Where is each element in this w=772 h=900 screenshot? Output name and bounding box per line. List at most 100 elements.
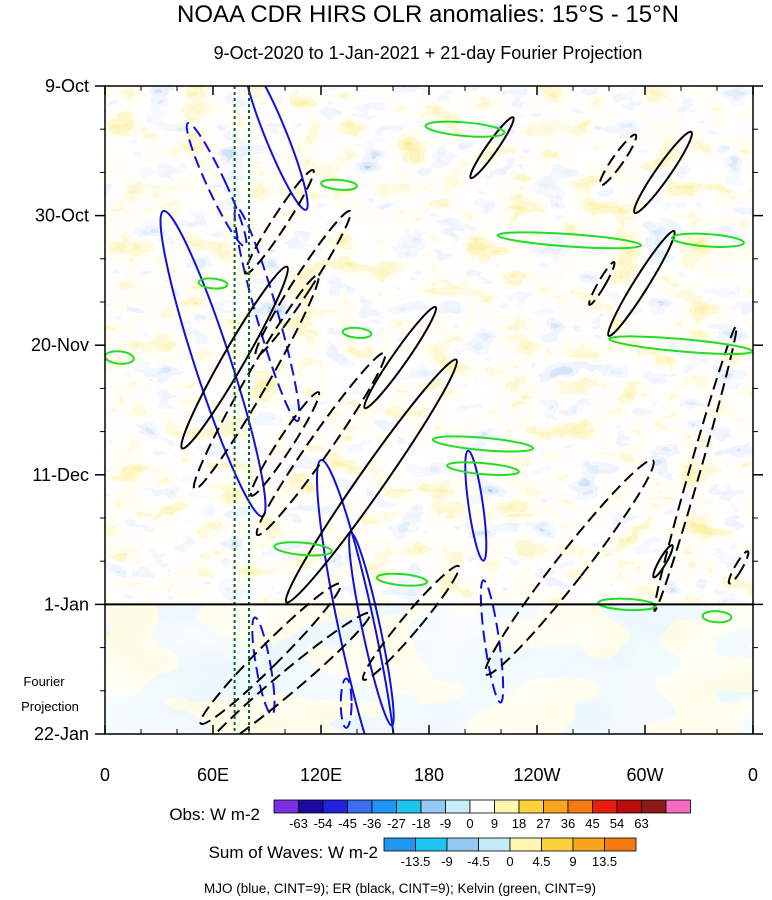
colorbar-box <box>347 799 373 814</box>
colorbar-level-label: 27 <box>536 816 550 831</box>
colorbar-level-label: -9 <box>441 854 453 869</box>
projection-field <box>105 604 753 734</box>
colorbar-level-label: 9 <box>491 816 498 831</box>
colorbar-box <box>604 837 637 852</box>
er-contour <box>652 544 674 579</box>
er-contour <box>633 130 693 215</box>
mjo-contour <box>315 459 399 734</box>
kelvin-contour <box>701 610 733 624</box>
mjo-contour <box>185 122 248 248</box>
colorbar-level-label: -54 <box>314 816 333 831</box>
colorbar-level-label: -45 <box>338 816 357 831</box>
colorbar-level-label: 18 <box>512 816 526 831</box>
y-tick-label: 9-Oct <box>45 76 89 96</box>
colorbar-level-label: -9 <box>440 816 452 831</box>
colorbar-level-label: -18 <box>412 816 431 831</box>
chart-title: NOAA CDR HIRS OLR anomalies: 15°S - 15°N <box>177 1 679 28</box>
colorbar-box <box>592 799 618 814</box>
mjo-contour <box>251 616 276 716</box>
colorbar-level-label: -36 <box>363 816 382 831</box>
kelvin-contour <box>431 435 535 453</box>
er-contour <box>255 351 387 537</box>
colorbar-box <box>518 799 544 814</box>
colorbar-box <box>478 837 511 852</box>
er-contour <box>199 582 342 726</box>
mjo-contour <box>233 206 301 423</box>
er-contour <box>607 230 676 337</box>
kelvin-contour <box>597 597 657 612</box>
colorbar-box <box>543 799 569 814</box>
y-tick-label: 30-Oct <box>35 206 89 226</box>
waves-colorbar-label: Sum of Waves: W m-2 <box>209 843 378 862</box>
projection-label-line2: Projection <box>21 699 79 714</box>
kelvin-contour <box>341 326 373 339</box>
colorbar-level-label: -27 <box>387 816 406 831</box>
colorbar-level-label: 0 <box>466 816 473 831</box>
colorbar-box <box>371 799 397 814</box>
colorbar-level-label: 45 <box>585 816 599 831</box>
colorbar-box <box>641 799 667 814</box>
colorbar-box <box>541 837 574 852</box>
colorbar-level-label: 54 <box>610 816 624 831</box>
colorbar-box <box>445 799 471 814</box>
x-tick-label: 60W <box>626 765 663 785</box>
colorbar-box <box>469 799 495 814</box>
x-tick-label: 120E <box>300 765 342 785</box>
obs-field <box>105 86 753 604</box>
er-contour <box>363 305 438 410</box>
colorbar-box <box>420 799 446 814</box>
colorbar-box <box>415 837 448 852</box>
colorbar-box <box>273 799 299 814</box>
series-mjo <box>159 86 505 734</box>
colorbar-level-label: -4.5 <box>467 854 489 869</box>
colorbar-box <box>298 799 324 814</box>
mjo-contour <box>243 86 309 211</box>
kelvin-contour <box>273 541 333 557</box>
x-tick-label: 120W <box>513 765 560 785</box>
footer-note: MJO (blue, CINT=9); ER (black, CINT=9); … <box>204 881 596 896</box>
er-contour <box>249 391 321 497</box>
colorbar-box <box>572 837 605 852</box>
chart-subtitle: 9-Oct-2020 to 1-Jan-2021 + 21-day Fourie… <box>214 43 643 63</box>
colorbar-box <box>446 837 479 852</box>
colorbar-box <box>322 799 348 814</box>
colorbar-level-label: 4.5 <box>532 854 550 869</box>
er-contour <box>727 550 750 585</box>
waves-colorbar: -13.5 -9 -4.5 0 4.5 9 13.5 <box>383 837 637 869</box>
plot-area <box>104 85 754 735</box>
er-contour <box>254 209 352 358</box>
obs-colorbar: -63 -54 -45 -36 -27 -18 -9 0 9 18 27 36 45 54 63 <box>273 799 691 831</box>
er-contour <box>180 265 289 450</box>
er-contour <box>469 116 515 180</box>
colorbar-level-label: -63 <box>289 816 308 831</box>
colorbar-box <box>509 837 542 852</box>
x-tick-label: 0 <box>100 765 110 785</box>
colorbar-level-label: 36 <box>561 816 575 831</box>
er-contour <box>588 261 616 306</box>
colorbar-level-label: 13.5 <box>592 854 617 869</box>
kelvin-contour <box>375 572 429 587</box>
er-contour <box>284 358 458 604</box>
kelvin-contour <box>496 231 643 250</box>
kelvin-contour <box>446 461 520 476</box>
x-tick-label: 180 <box>414 765 444 785</box>
colorbar-level-label: -13.5 <box>401 854 431 869</box>
colorbar-box <box>567 799 593 814</box>
kelvin-contour <box>424 120 506 138</box>
mjo-contour <box>339 677 353 729</box>
er-contour <box>198 611 372 734</box>
x-tick-label: 60E <box>197 765 229 785</box>
colorbar-level-label: 9 <box>569 854 576 869</box>
kelvin-contour <box>671 232 745 248</box>
colorbar-box <box>494 799 520 814</box>
colorbar-box <box>665 799 691 814</box>
mjo-contour <box>464 449 488 562</box>
axes: 0 60E 120E 180 120W 60W 0 9-Oct 30-Oct 20-Nov 11-D… <box>31 76 763 785</box>
y-tick-label: 11-Dec <box>32 465 89 485</box>
kelvin-contour <box>197 277 229 290</box>
y-tick-label: 1-Jan <box>44 594 89 614</box>
er-contour <box>598 133 638 187</box>
kelvin-contour <box>320 178 358 191</box>
colorbar-box <box>616 799 642 814</box>
